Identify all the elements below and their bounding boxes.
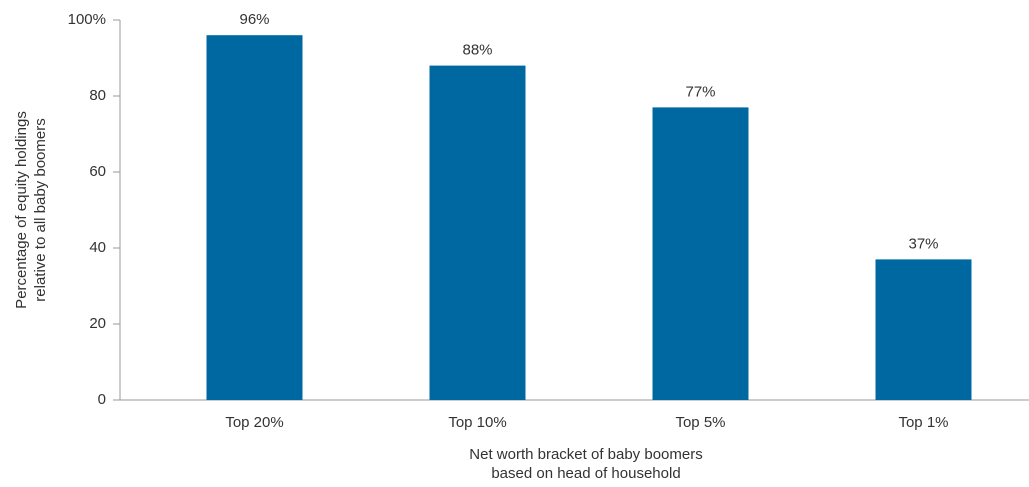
x-tick-label: Top 20% (225, 414, 283, 431)
bar (875, 259, 972, 400)
bar (429, 65, 526, 400)
y-axis-label-line: Percentage of equity holdings (13, 111, 30, 309)
data-label: 77% (685, 83, 715, 100)
y-tick-label: 60 (89, 163, 106, 180)
y-axis-label: Percentage of equity holdings relative t… (13, 111, 49, 309)
x-tick-label: Top 5% (675, 414, 725, 431)
x-axis-label: based on head of household (491, 465, 680, 482)
y-tick-label: 100% (68, 11, 106, 28)
data-label: 37% (908, 235, 938, 252)
y-tick-label: 40 (89, 239, 106, 256)
y-tick-label: 0 (98, 391, 106, 408)
x-axis-label: Net worth bracket of baby boomers (469, 446, 702, 463)
bar (206, 35, 303, 400)
x-tick-label: Top 1% (898, 414, 948, 431)
bar (652, 107, 749, 401)
y-tick-label: 20 (89, 315, 106, 332)
data-label: 96% (239, 11, 269, 28)
y-tick-label: 80 (89, 87, 106, 104)
x-tick-label: Top 10% (448, 414, 506, 431)
y-axis-label-line: relative to all baby boomers (32, 118, 49, 301)
data-label: 88% (462, 42, 492, 59)
